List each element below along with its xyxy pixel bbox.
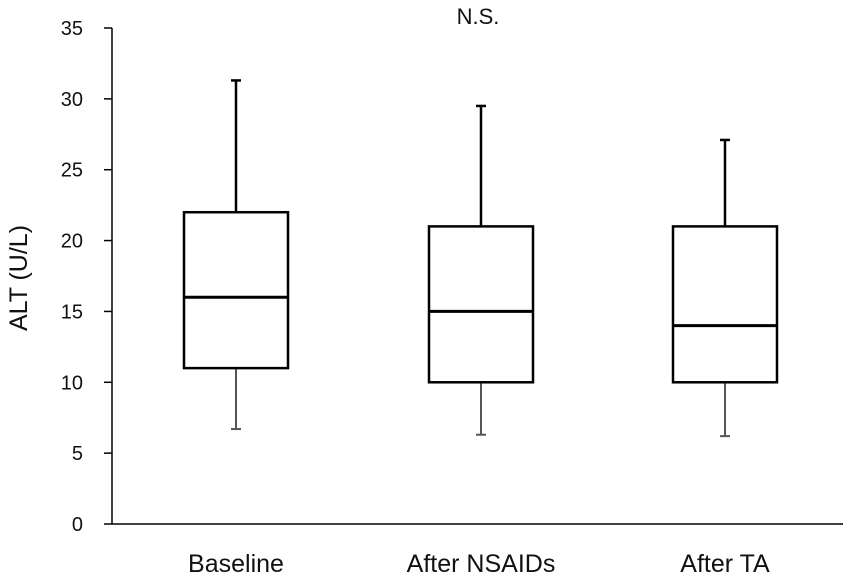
axes-layer: 0 5 10 15 20 25 30 35 xyxy=(61,18,843,536)
significance-annotation: N.S. xyxy=(457,4,500,29)
x-category-label: After TA xyxy=(680,550,770,578)
y-tick-label: 30 xyxy=(61,89,83,111)
box-group: Baseline xyxy=(182,79,290,578)
box-group: After NSAIDs xyxy=(407,104,556,578)
y-tick-label: 5 xyxy=(72,443,83,465)
boxes-layer: Baseline After NSAIDs After TA xyxy=(182,79,779,578)
y-tick-label: 15 xyxy=(61,301,83,323)
x-category-label: Baseline xyxy=(188,550,284,578)
iqr-box xyxy=(182,210,290,370)
y-tick-label: 25 xyxy=(61,160,83,182)
y-tick-label: 0 xyxy=(72,514,83,536)
iqr-box xyxy=(427,225,535,384)
y-tick-label: 10 xyxy=(61,372,83,394)
y-tick-label: 20 xyxy=(61,231,83,253)
box-group: After TA xyxy=(671,138,779,578)
x-category-label: After NSAIDs xyxy=(407,550,556,578)
y-tick-label: 35 xyxy=(61,18,83,40)
y-axis-title: ALT (U/L) xyxy=(5,225,33,331)
iqr-box xyxy=(671,225,779,384)
